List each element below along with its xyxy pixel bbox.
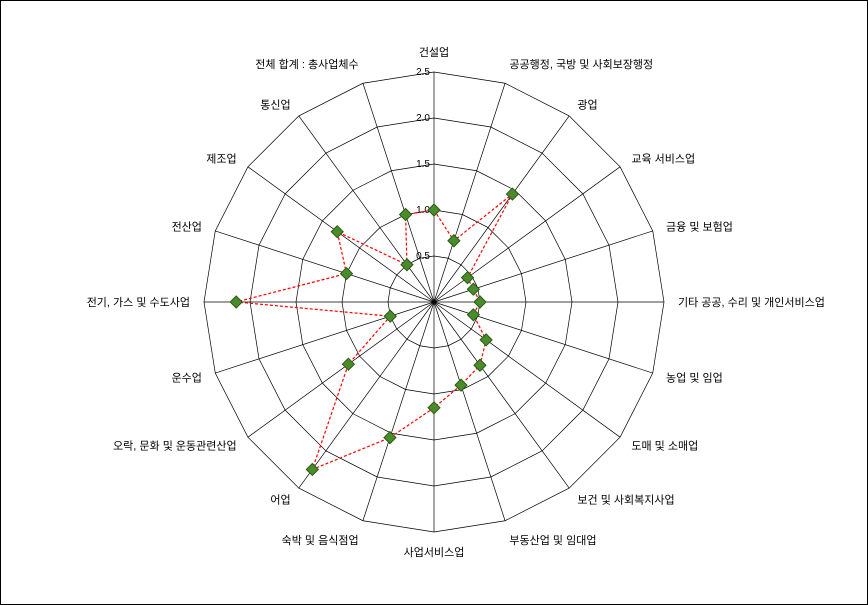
axis-label: 광업: [577, 99, 597, 112]
axis-label: 건설업: [419, 46, 449, 59]
axis-label: 제조업: [206, 153, 236, 166]
axis-label: 어업: [270, 493, 290, 506]
axis-label: 전기, 가스 및 수도사업: [87, 296, 190, 309]
axis-label: 사업서비스업: [404, 546, 465, 559]
axis-label: 전체 합계 : 총사업체수: [255, 58, 358, 71]
radial-tick-label: 0.5: [416, 251, 430, 262]
axis-label: 운수업: [172, 371, 202, 384]
radar-chart-container: 0.51.01.52.02.5건설업공공행정, 국방 및 사회보장행정광업교육 …: [0, 0, 868, 605]
radar-chart: 0.51.01.52.02.5건설업공공행정, 국방 및 사회보장행정광업교육 …: [0, 0, 868, 605]
axis-label: 전산업: [172, 221, 202, 234]
radial-tick-label: 2.0: [416, 113, 430, 124]
axis-label: 기타 공공, 수리 및 개인서비스업: [678, 296, 825, 309]
axis-label: 부동산업 및 임대업: [509, 534, 596, 547]
axis-label: 금융 및 보험업: [666, 221, 733, 234]
axis-label: 숙박 및 음식점업: [282, 534, 359, 547]
axis-label: 통신업: [260, 99, 290, 112]
axis-label: 오락, 문화 및 운동관련산업: [113, 439, 237, 452]
axis-label: 보건 및 사회복지사업: [577, 493, 674, 506]
axis-label: 교육 서비스업: [631, 153, 695, 166]
axis-label: 도매 및 소매업: [631, 439, 698, 452]
axis-label: 농업 및 임업: [666, 371, 723, 384]
radial-tick-label: 1.5: [416, 159, 430, 170]
radial-tick-label: 2.5: [416, 67, 430, 78]
axis-label: 공공행정, 국방 및 사회보장행정: [509, 58, 653, 71]
